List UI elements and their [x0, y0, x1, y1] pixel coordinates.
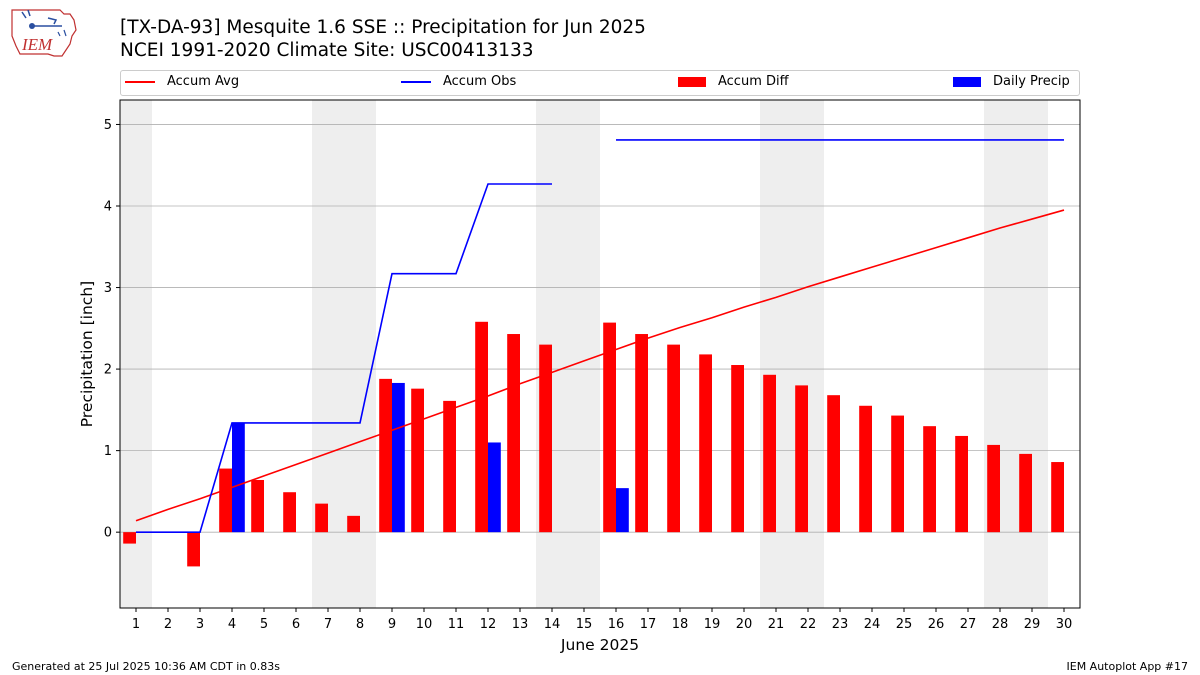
accum-diff-bar	[891, 415, 904, 533]
chart-legend: Accum Avg Accum Obs Accum Diff Daily Pre…	[120, 70, 1080, 96]
legend-accum-diff-label: Accum Diff	[718, 74, 789, 89]
y-tick-label: 3	[104, 281, 112, 296]
accum-diff-bar	[443, 400, 456, 533]
accum-diff-bar	[731, 365, 744, 533]
legend-accum-diff-swatch	[678, 76, 706, 87]
x-tick-label: 26	[928, 617, 945, 632]
accum-diff-bar	[859, 405, 872, 533]
accum-diff-bar	[699, 354, 712, 533]
accum-diff-bar	[1051, 462, 1064, 533]
x-tick-label: 23	[832, 617, 849, 632]
x-tick-label: 25	[896, 617, 913, 632]
x-tick-label: 28	[992, 617, 1009, 632]
x-tick-label: 17	[640, 617, 657, 632]
y-tick-label: 2	[104, 363, 112, 378]
x-tick-label: 21	[768, 617, 785, 632]
x-tick-label: 2	[164, 617, 172, 632]
x-tick-label: 16	[608, 617, 625, 632]
legend-accum-diff: Accum Diff	[678, 74, 789, 89]
legend-accum-obs-swatch	[401, 80, 431, 83]
accum-diff-bar	[187, 532, 200, 567]
x-tick-label: 15	[576, 617, 593, 632]
x-tick-label: 14	[544, 617, 561, 632]
daily-precip-bar	[232, 422, 245, 533]
x-tick-label: 4	[228, 617, 236, 632]
x-tick-label: 12	[480, 617, 497, 632]
x-tick-label: 9	[388, 617, 396, 632]
accum-diff-bar	[539, 344, 552, 533]
x-tick-label: 11	[448, 617, 465, 632]
svg-text:IEM: IEM	[21, 35, 53, 54]
x-tick-label: 20	[736, 617, 753, 632]
accum-avg-line	[135, 209, 1065, 522]
accum-diff-bar	[507, 334, 520, 533]
x-tick-label: 8	[356, 617, 364, 632]
accum-diff-bar	[795, 385, 808, 533]
x-tick-label: 22	[800, 617, 817, 632]
x-tick-label: 30	[1056, 617, 1073, 632]
accum-diff-bar	[347, 515, 360, 533]
legend-accum-avg: Accum Avg	[125, 74, 239, 89]
accum-diff-bar	[219, 468, 232, 533]
accum-diff-bar	[955, 435, 968, 533]
y-tick-label: 4	[104, 200, 112, 215]
x-tick-label: 18	[672, 617, 689, 632]
accum-diff-bar	[475, 321, 488, 533]
x-tick-label: 7	[324, 617, 332, 632]
accum-diff-bar	[667, 344, 680, 533]
y-tick-label: 0	[104, 526, 112, 541]
x-tick-label: 1	[132, 617, 140, 632]
footer-generated: Generated at 25 Jul 2025 10:36 AM CDT in…	[12, 660, 280, 673]
daily-precip-bar	[616, 488, 629, 533]
legend-daily-precip: Daily Precip	[953, 74, 1070, 89]
chart-title: [TX-DA-93] Mesquite 1.6 SSE :: Precipita…	[120, 17, 646, 38]
accum-diff-bar	[763, 374, 776, 533]
accum-diff-bar	[411, 388, 424, 533]
accum-diff-bar	[987, 444, 1000, 533]
weekend-band	[568, 100, 600, 608]
x-tick-label: 6	[292, 617, 300, 632]
legend-accum-avg-swatch	[125, 80, 155, 83]
y-axis-label: Precipitation [inch]	[78, 281, 96, 427]
plot-frame	[119, 99, 1081, 609]
chart-subtitle: NCEI 1991-2020 Climate Site: USC00413133	[120, 40, 534, 61]
legend-daily-precip-label: Daily Precip	[993, 74, 1070, 89]
weekend-band	[120, 100, 152, 608]
x-tick-label: 29	[1024, 617, 1041, 632]
x-tick-label: 5	[260, 617, 268, 632]
x-tick-label: 13	[512, 617, 529, 632]
legend-daily-precip-swatch	[953, 76, 981, 87]
x-tick-label: 3	[196, 617, 204, 632]
y-tick-label: 1	[104, 444, 112, 459]
accum-diff-bar	[1019, 453, 1032, 533]
accum-diff-bar	[827, 395, 840, 533]
legend-accum-avg-label: Accum Avg	[167, 74, 240, 89]
y-tick-label: 5	[104, 118, 112, 133]
accum-diff-bar	[251, 479, 264, 533]
x-tick-label: 10	[416, 617, 433, 632]
accum-diff-bar	[603, 322, 616, 533]
accum-diff-bar	[635, 334, 648, 533]
accum-diff-bar	[315, 503, 328, 533]
x-axis-label: June 2025	[560, 636, 639, 654]
daily-precip-bar	[392, 382, 405, 533]
accum-diff-bar	[123, 532, 136, 544]
x-tick-label: 19	[704, 617, 721, 632]
legend-accum-obs: Accum Obs	[401, 74, 516, 89]
accum-diff-bar	[283, 492, 296, 533]
accum-diff-bar	[923, 426, 936, 533]
footer-app: IEM Autoplot App #17	[1066, 660, 1189, 673]
daily-precip-bar	[488, 442, 501, 533]
accum-diff-bar	[379, 378, 392, 533]
iem-logo: IEM	[11, 9, 77, 57]
x-tick-label: 24	[864, 617, 881, 632]
legend-accum-obs-label: Accum Obs	[443, 74, 517, 89]
accum-obs-line	[136, 183, 552, 533]
x-tick-label: 27	[960, 617, 977, 632]
